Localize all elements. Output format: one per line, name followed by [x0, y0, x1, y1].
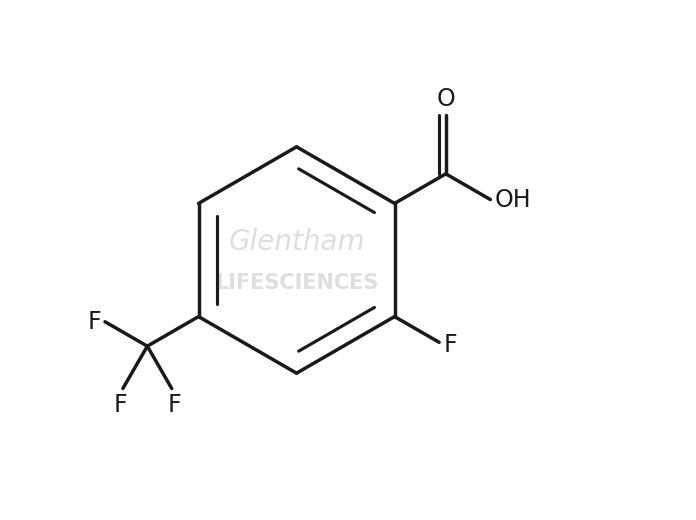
Text: Glentham: Glentham: [228, 228, 365, 256]
Text: F: F: [113, 393, 127, 417]
Text: O: O: [436, 86, 455, 111]
Text: F: F: [168, 393, 181, 417]
Text: F: F: [443, 333, 457, 357]
Text: LIFESCIENCES: LIFESCIENCES: [215, 273, 378, 293]
Text: OH: OH: [494, 188, 531, 212]
Text: F: F: [87, 310, 101, 334]
